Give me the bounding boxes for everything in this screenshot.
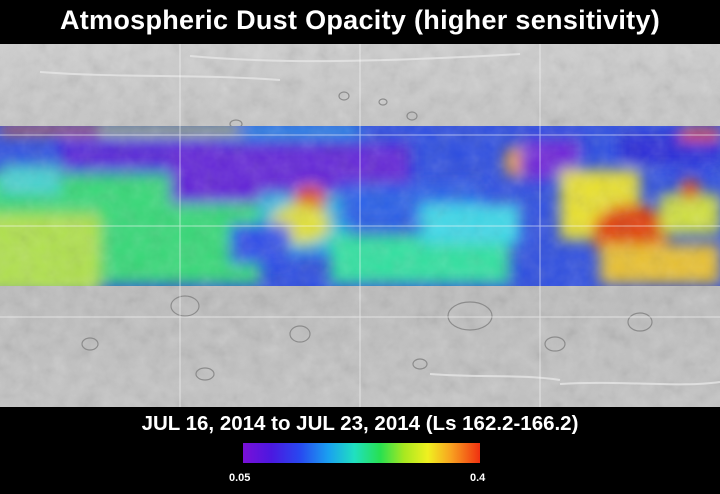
map-grid (0, 44, 720, 407)
date-range: JUL 16, 2014 to JUL 23, 2014 (Ls 162.2-1… (141, 412, 579, 435)
map-title: Atmospheric Dust Opacity (higher sensiti… (59, 5, 661, 35)
colorbar-max-label: 0.4 (470, 472, 486, 484)
opacity-colorbar (243, 443, 480, 463)
relief-ridges (39, 53, 720, 386)
colorbar-min-label: 0.05 (229, 472, 251, 484)
dust-opacity-map (0, 44, 720, 407)
relief-craters (81, 91, 653, 381)
map-graphic (0, 44, 720, 407)
dust-opacity-band (0, 126, 720, 286)
